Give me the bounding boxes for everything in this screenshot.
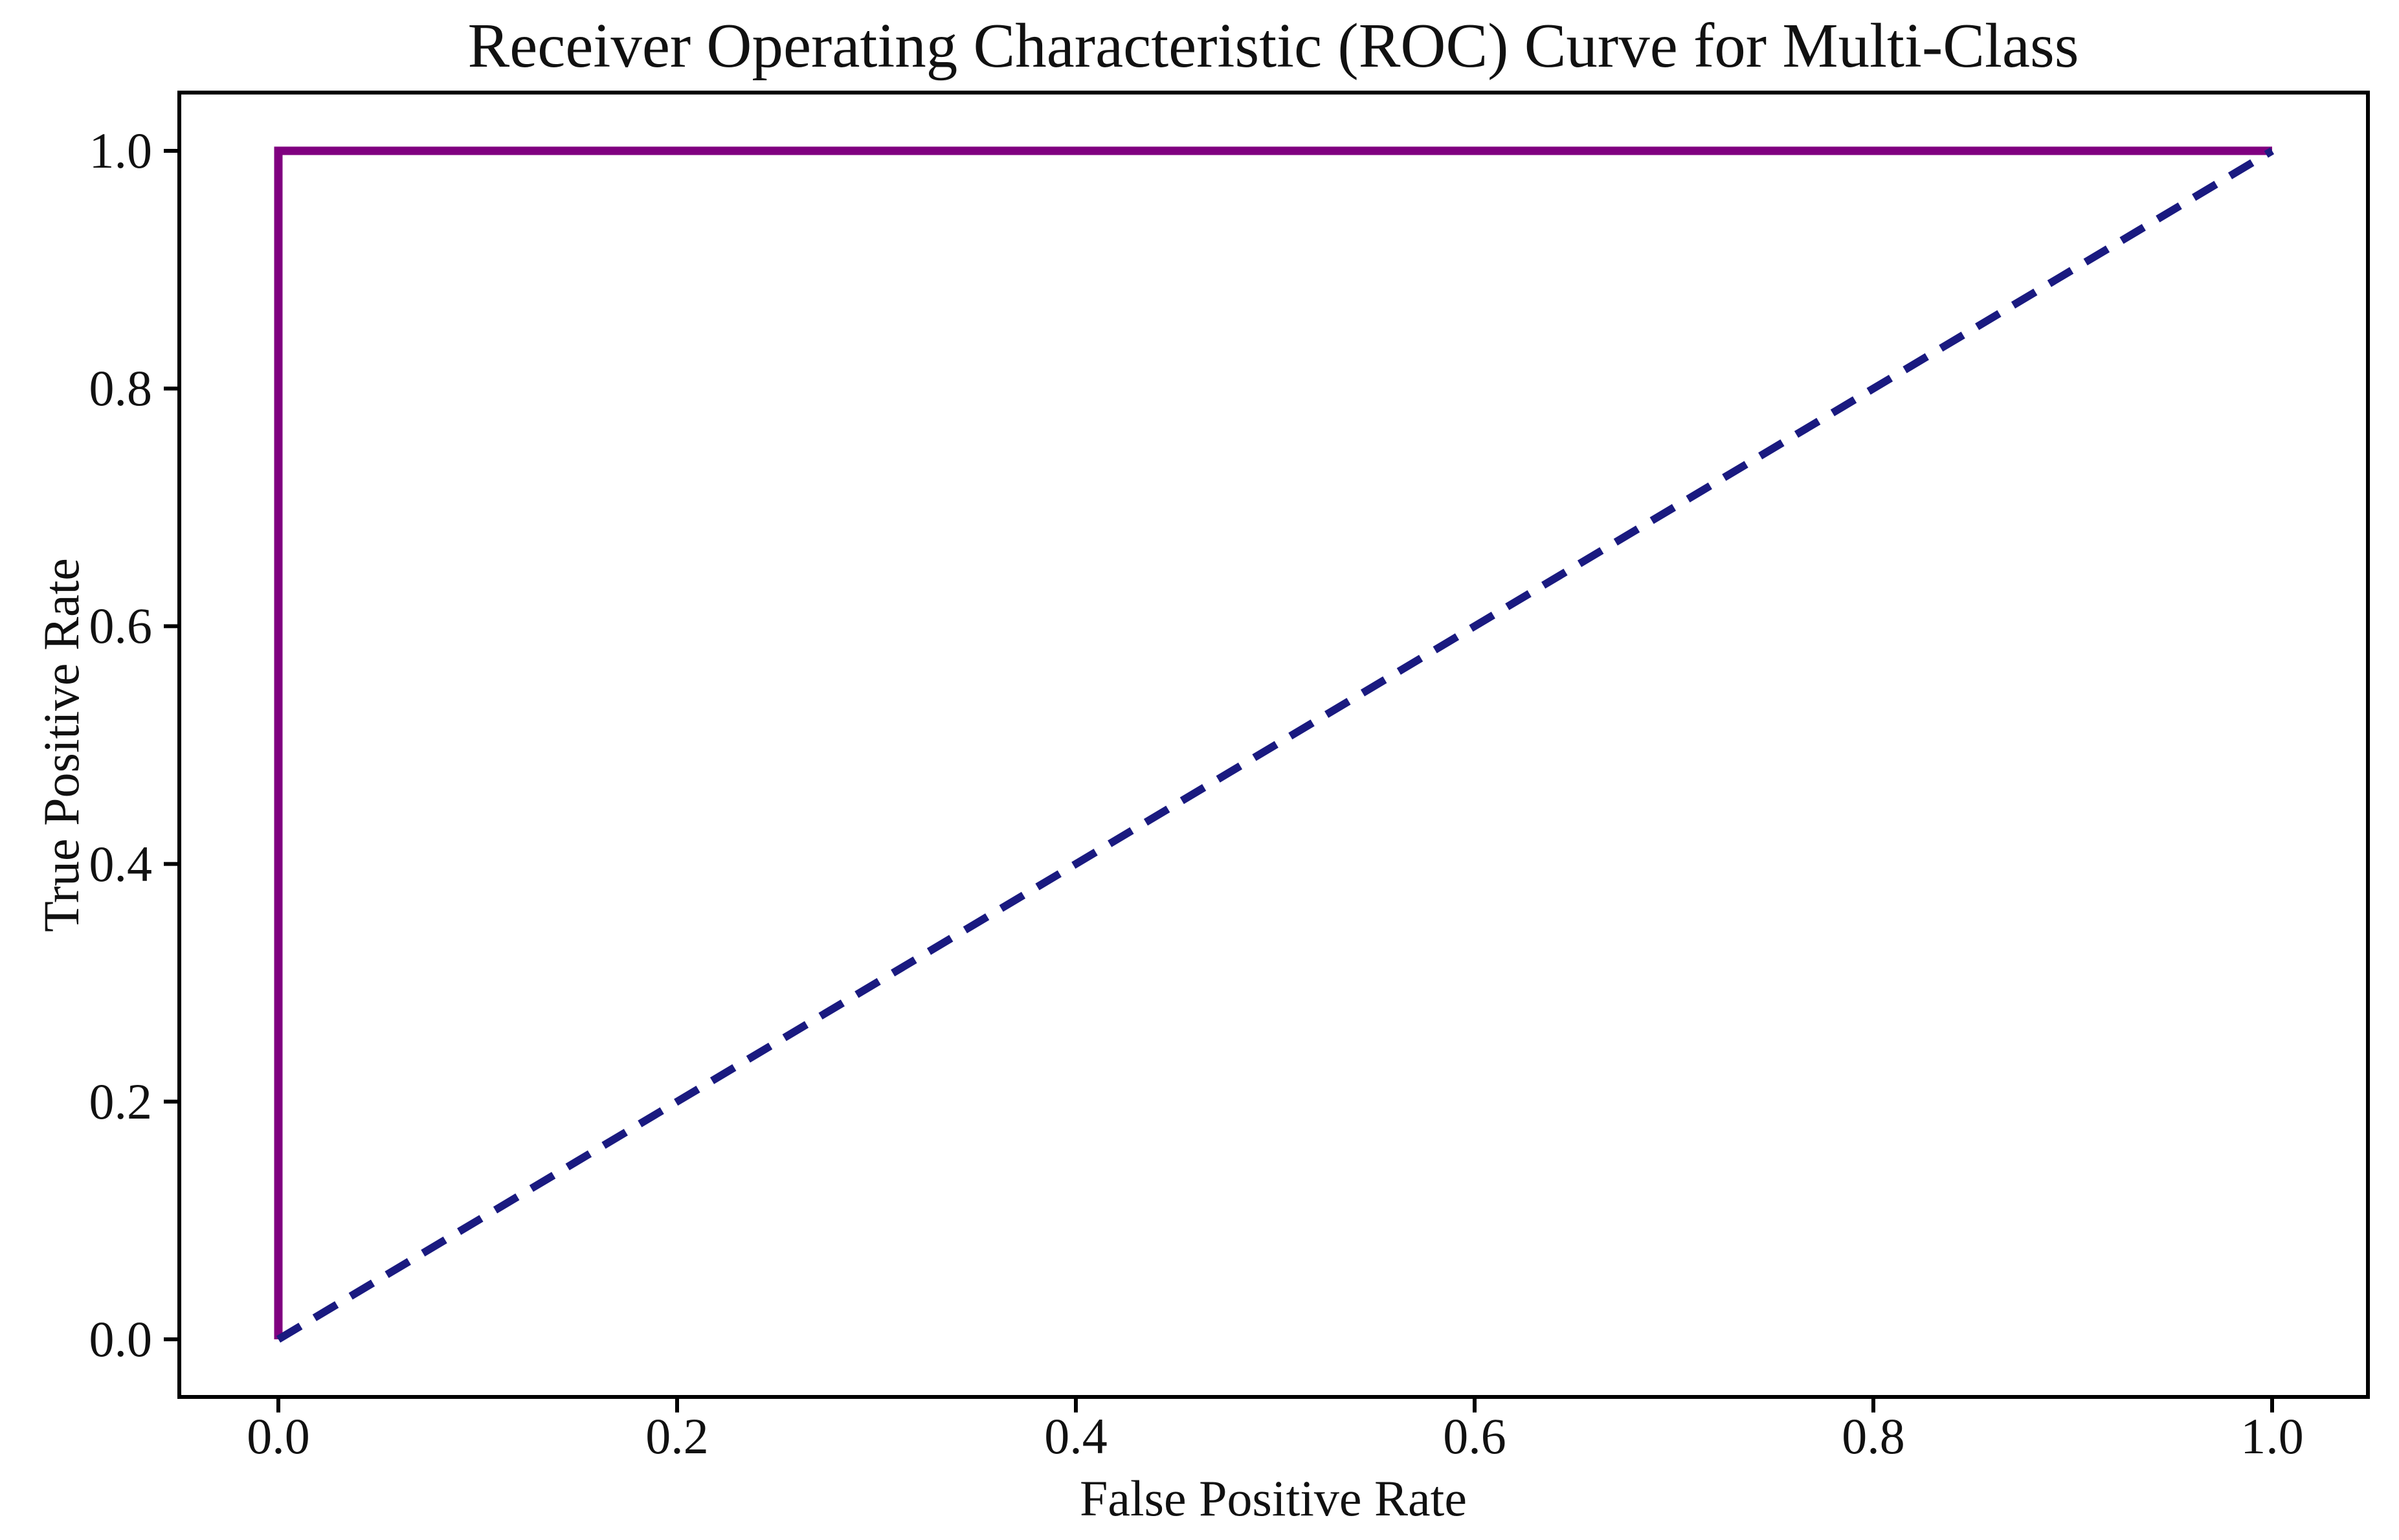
x-tick-label: 0.8	[1796, 1411, 1951, 1462]
y-tick-label: 0.0	[0, 1314, 152, 1365]
roc-figure: Receiver Operating Characteristic (ROC) …	[0, 0, 2399, 1540]
x-axis-label: False Positive Rate	[626, 1471, 1921, 1526]
x-tick-label: 0.6	[1397, 1411, 1552, 1462]
plot-area	[0, 0, 2399, 1540]
y-axis-label: True Positive Rate	[32, 357, 91, 1133]
y-tick-label: 1.0	[0, 126, 152, 176]
x-tick-label: 0.4	[998, 1411, 1154, 1462]
x-tick-label: 0.2	[599, 1411, 755, 1462]
x-tick-label: 0.0	[201, 1411, 356, 1462]
x-tick-label: 1.0	[2194, 1411, 2350, 1462]
chance-diagonal-line	[278, 151, 2272, 1339]
